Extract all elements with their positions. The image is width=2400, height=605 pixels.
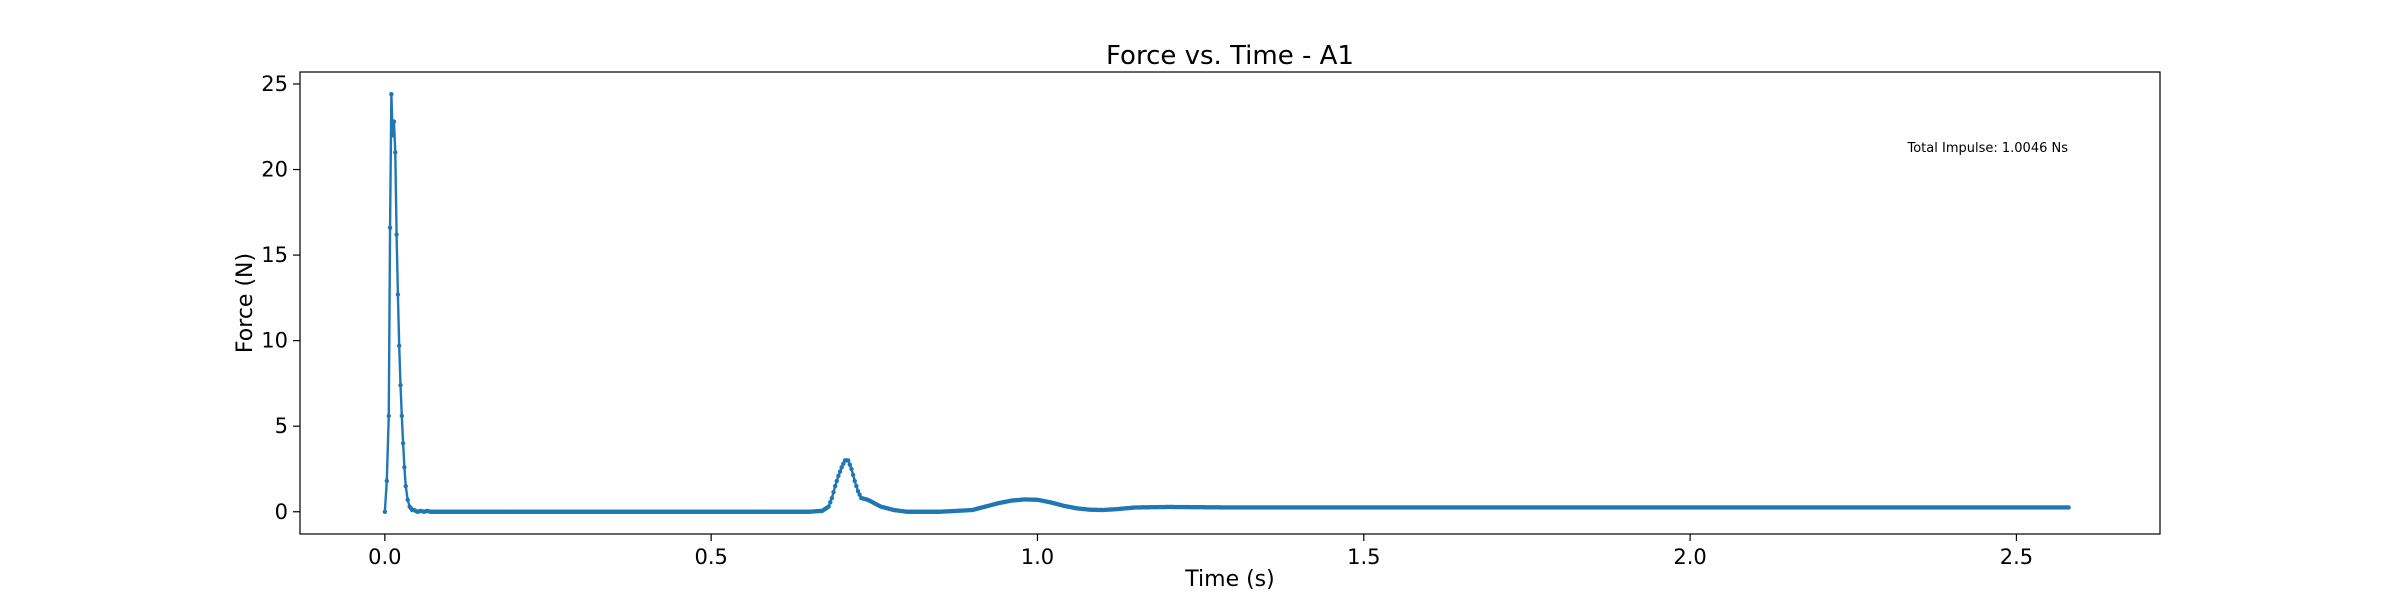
data-point — [395, 292, 401, 297]
data-point — [403, 483, 408, 489]
x-tick-label: 2.5 — [2000, 545, 2033, 569]
chart-title: Force vs. Time - A1 — [1106, 41, 1354, 71]
x-axis-label: Time (s) — [1184, 567, 1274, 592]
data-point — [389, 92, 394, 97]
y-axis-ticks: 0 5 10 15 20 25 — [261, 72, 300, 524]
data-point — [393, 150, 398, 155]
data-point — [831, 489, 836, 495]
x-axis-ticks: 0.0 0.5 1.0 1.5 2.0 2.5 — [368, 534, 2033, 569]
plot-frame — [299, 71, 2161, 535]
data-point — [398, 382, 403, 388]
data-point — [405, 497, 410, 502]
data-point — [390, 133, 395, 138]
data-point — [834, 478, 839, 484]
x-tick-label: 1.5 — [1347, 545, 1380, 569]
y-tick-label: 0 — [275, 500, 288, 524]
data-point — [397, 343, 402, 348]
data-point — [832, 483, 838, 489]
series-force — [382, 92, 2071, 514]
data-point — [850, 472, 856, 478]
data-point — [399, 413, 405, 419]
data-point — [402, 465, 407, 470]
x-tick-label: 1.0 — [1021, 545, 1054, 569]
data-point — [836, 473, 841, 479]
data-point — [857, 492, 862, 497]
y-tick-label: 5 — [275, 414, 288, 438]
data-point — [846, 458, 851, 463]
data-point — [841, 461, 846, 467]
data-point — [391, 119, 397, 124]
data-point — [829, 495, 835, 501]
data-point — [847, 462, 853, 467]
data-point — [826, 504, 831, 509]
data-point — [855, 489, 861, 494]
y-tick-label: 10 — [261, 329, 288, 353]
y-tick-label: 15 — [261, 243, 288, 267]
impulse-annotation: Total Impulse: 1.0046 Ns — [1907, 141, 2069, 156]
data-point — [849, 466, 854, 472]
data-point — [837, 469, 843, 474]
data-point — [852, 478, 857, 484]
data-point — [2066, 505, 2071, 510]
data-point — [386, 413, 391, 419]
plot-area — [300, 72, 2160, 534]
y-axis-label: Force (N) — [233, 253, 258, 353]
x-tick-label: 2.0 — [1673, 545, 1706, 569]
data-point — [387, 225, 393, 230]
data-point — [828, 500, 833, 505]
data-point — [854, 483, 859, 489]
x-tick-label: 0.5 — [694, 545, 727, 569]
data-point — [394, 232, 399, 237]
data-point — [839, 465, 844, 470]
x-tick-label: 0.0 — [368, 545, 401, 569]
data-point — [382, 509, 388, 514]
data-point — [400, 441, 406, 446]
y-tick-label: 25 — [261, 72, 288, 96]
y-tick-label: 20 — [261, 158, 288, 182]
data-point — [384, 478, 389, 484]
